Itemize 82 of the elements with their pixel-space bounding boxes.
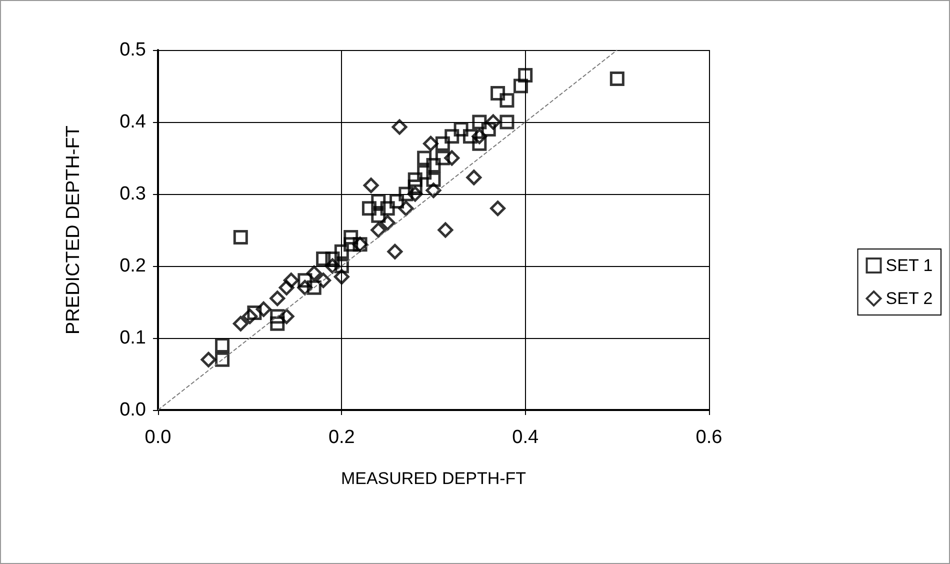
point: [371, 194, 386, 208]
point: [270, 316, 285, 331]
point: [481, 122, 496, 136]
point: [298, 273, 312, 288]
point: [215, 338, 230, 352]
point: [398, 186, 414, 202]
point: [392, 119, 408, 135]
x-tick-label: 0.2: [328, 427, 355, 448]
point: [256, 301, 272, 317]
point: [408, 180, 422, 194]
point: [422, 136, 438, 152]
point: [407, 186, 423, 202]
point: [472, 128, 488, 144]
point: [500, 93, 514, 108]
point: [610, 72, 624, 86]
point: [444, 129, 460, 144]
point: [426, 182, 442, 198]
point: [362, 201, 376, 216]
point: [334, 269, 350, 285]
point: [270, 290, 286, 306]
point: [435, 150, 450, 166]
y-tick-label: 0.4: [120, 112, 146, 132]
point: [444, 150, 460, 166]
point: [325, 252, 340, 266]
point: [417, 150, 432, 166]
point: [242, 308, 258, 324]
point: [417, 165, 432, 180]
point: [387, 244, 403, 260]
point: [462, 129, 478, 144]
y-tick-label: 0.2: [120, 256, 146, 276]
point: [370, 222, 386, 238]
point: [490, 200, 506, 216]
point: [435, 136, 450, 151]
point: [490, 86, 506, 100]
point: [278, 280, 294, 296]
point: [518, 68, 533, 82]
point: [380, 215, 396, 231]
point: [472, 114, 487, 130]
point: [344, 230, 358, 244]
point: [398, 200, 414, 216]
point: [500, 114, 514, 130]
point: [232, 316, 248, 332]
y-tick-label: 0.0: [120, 400, 146, 420]
point: [316, 252, 331, 266]
point: [454, 122, 468, 136]
legend-label: SET 2: [886, 289, 933, 308]
x-tick-label: 0.6: [696, 427, 722, 448]
point: [306, 280, 322, 295]
y-axis-title: PREDICTED DEPTH-FT: [63, 125, 84, 334]
point: [270, 309, 285, 324]
point: [334, 244, 349, 259]
point: [247, 306, 262, 320]
point: [278, 308, 294, 324]
x-axis-title: MEASURED DEPTH-FT: [340, 469, 526, 488]
point: [316, 272, 332, 288]
point: [233, 230, 248, 244]
legend-label: SET 1: [886, 256, 933, 275]
point: [297, 280, 313, 296]
point: [334, 258, 349, 274]
point: [390, 194, 404, 208]
point: [200, 352, 216, 368]
y-tick-label: 0.1: [120, 328, 146, 348]
point: [472, 136, 487, 151]
point: [371, 208, 386, 223]
point: [513, 78, 528, 94]
x-tick-label: 0.0: [144, 427, 172, 448]
point: [466, 170, 482, 186]
point: [438, 222, 454, 238]
point: [283, 272, 299, 288]
y-tick-label: 0.5: [120, 40, 146, 60]
y-tick-label: 0.3: [120, 184, 146, 204]
point: [215, 352, 230, 367]
point: [380, 201, 395, 216]
point: [485, 114, 501, 130]
point: [306, 265, 322, 281]
point: [324, 258, 340, 274]
point: [408, 172, 422, 187]
point: [426, 158, 441, 172]
point: [344, 237, 358, 252]
point: [426, 172, 441, 187]
point: [363, 178, 379, 194]
x-tick-label: 0.4: [512, 427, 539, 448]
